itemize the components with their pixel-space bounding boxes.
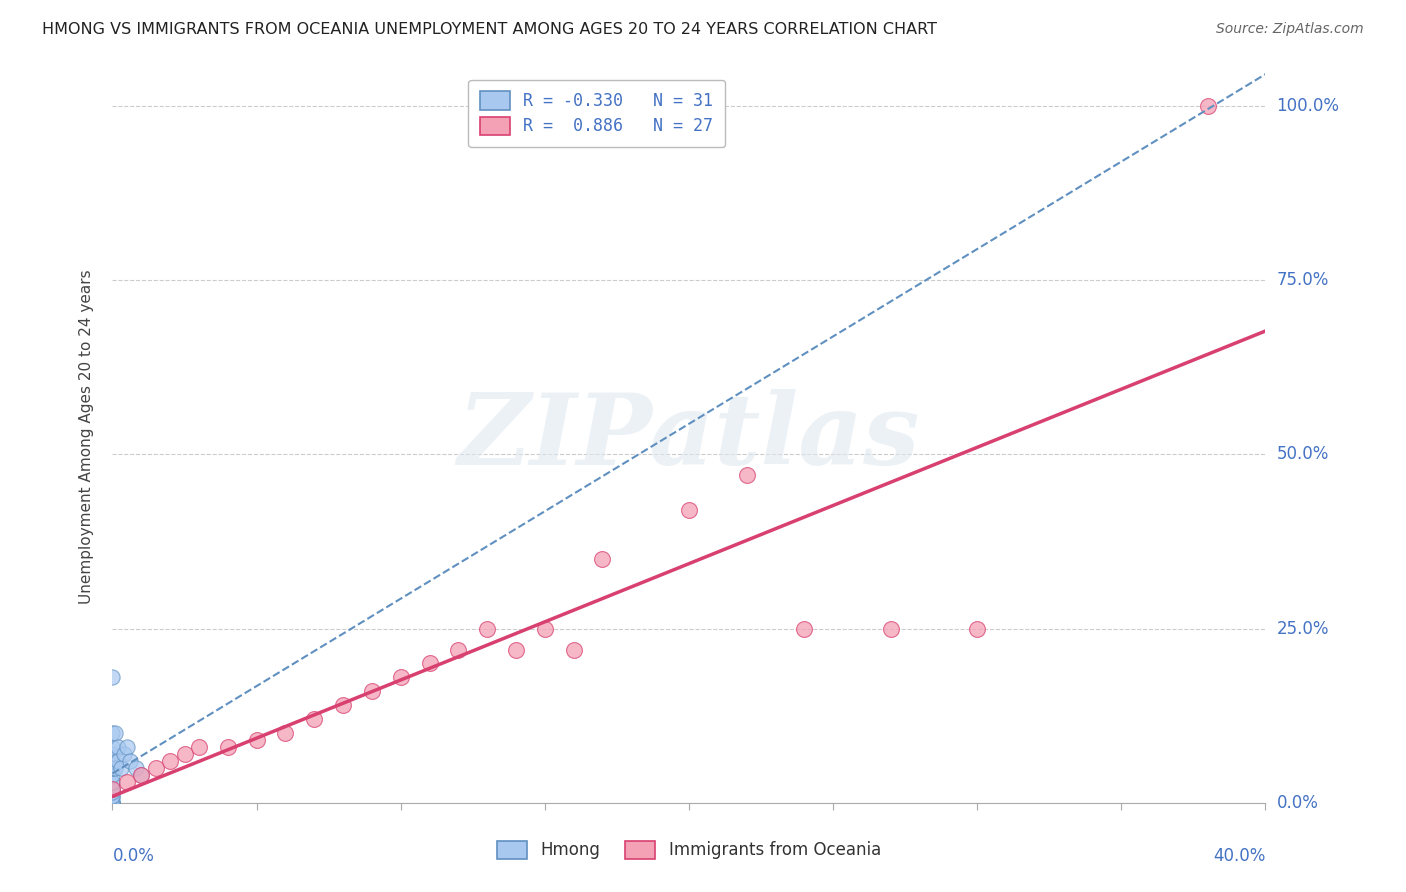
Point	[115, 740, 138, 755]
Point	[101, 792, 124, 806]
Point	[246, 733, 269, 747]
Text: 40.0%: 40.0%	[1213, 847, 1265, 864]
Point	[101, 775, 124, 789]
Text: Source: ZipAtlas.com: Source: ZipAtlas.com	[1216, 22, 1364, 37]
Point	[107, 754, 129, 768]
Y-axis label: Unemployment Among Ages 20 to 24 years: Unemployment Among Ages 20 to 24 years	[79, 269, 94, 605]
Point	[159, 754, 181, 768]
Point	[389, 670, 412, 684]
Point	[735, 468, 758, 483]
Point	[678, 503, 700, 517]
Point	[101, 789, 124, 803]
Point	[419, 657, 441, 671]
Point	[562, 642, 585, 657]
Point	[447, 642, 470, 657]
Point	[274, 726, 297, 740]
Point	[124, 761, 146, 775]
Point	[966, 622, 988, 636]
Point	[101, 796, 124, 810]
Point	[101, 775, 124, 789]
Point	[101, 796, 124, 810]
Text: ZIPatlas: ZIPatlas	[458, 389, 920, 485]
Point	[129, 768, 153, 782]
Point	[880, 622, 903, 636]
Point	[101, 785, 124, 799]
Point	[112, 747, 135, 761]
Legend: Hmong, Immigrants from Oceania: Hmong, Immigrants from Oceania	[489, 832, 889, 868]
Point	[129, 768, 153, 782]
Point	[118, 754, 141, 768]
Point	[101, 747, 124, 761]
Point	[217, 740, 239, 755]
Text: HMONG VS IMMIGRANTS FROM OCEANIA UNEMPLOYMENT AMONG AGES 20 TO 24 YEARS CORRELAT: HMONG VS IMMIGRANTS FROM OCEANIA UNEMPLO…	[42, 22, 938, 37]
Point	[101, 726, 124, 740]
Point	[101, 796, 124, 810]
Point	[173, 747, 195, 761]
Point	[104, 761, 127, 775]
Text: 0.0%: 0.0%	[1277, 794, 1319, 812]
Point	[101, 781, 124, 796]
Point	[107, 740, 129, 755]
Point	[505, 642, 527, 657]
Point	[145, 761, 167, 775]
Point	[101, 768, 124, 782]
Point	[101, 740, 124, 755]
Point	[110, 761, 132, 775]
Point	[332, 698, 354, 713]
Point	[304, 712, 326, 726]
Point	[360, 684, 382, 698]
Text: 0.0%: 0.0%	[112, 847, 155, 864]
Point	[101, 789, 124, 803]
Point	[101, 796, 124, 810]
Point	[188, 740, 211, 755]
Text: 50.0%: 50.0%	[1277, 445, 1329, 464]
Text: 25.0%: 25.0%	[1277, 620, 1329, 638]
Point	[101, 796, 124, 810]
Point	[475, 622, 499, 636]
Text: 100.0%: 100.0%	[1277, 97, 1340, 115]
Point	[592, 552, 614, 566]
Point	[115, 775, 138, 789]
Point	[101, 754, 124, 768]
Point	[101, 761, 124, 775]
Point	[1197, 99, 1219, 113]
Point	[793, 622, 815, 636]
Point	[101, 781, 124, 796]
Point	[104, 726, 127, 740]
Text: 75.0%: 75.0%	[1277, 271, 1329, 289]
Point	[534, 622, 557, 636]
Point	[101, 781, 124, 796]
Point	[101, 761, 124, 775]
Point	[101, 670, 124, 684]
